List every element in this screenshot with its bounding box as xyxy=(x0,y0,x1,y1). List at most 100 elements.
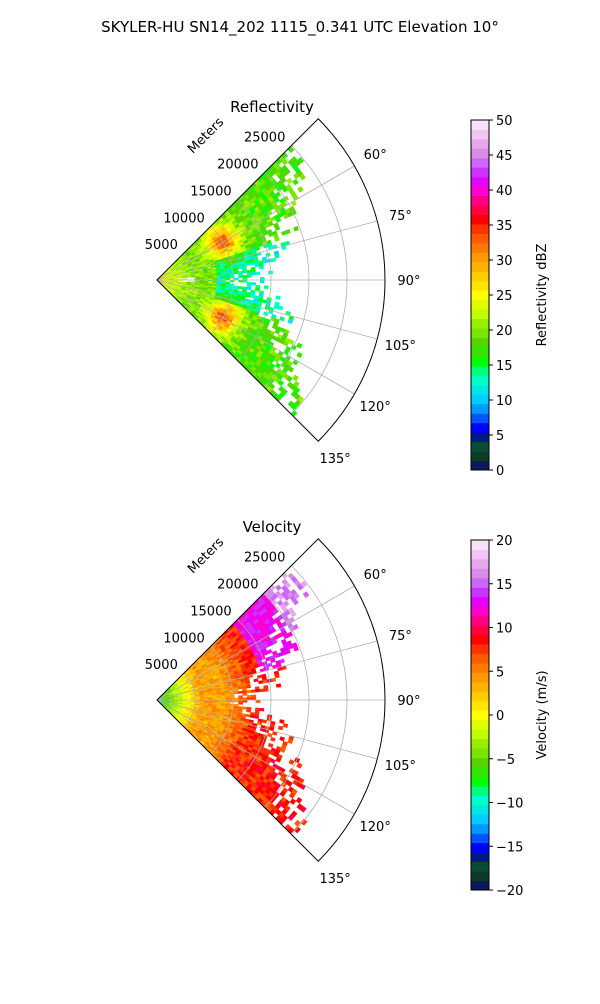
colorbar-label: Velocity (m/s) xyxy=(535,670,550,759)
angle-tick-label: 75° xyxy=(389,629,412,644)
colorbar-tick-label: 5 xyxy=(496,429,504,444)
colorbar-swatch xyxy=(471,300,489,310)
colorbar-swatch xyxy=(471,262,489,272)
colorbar-swatch xyxy=(471,356,489,366)
colorbar-swatch xyxy=(471,739,489,749)
colorbar-swatch xyxy=(471,442,489,452)
colorbar-tick-label: 0 xyxy=(496,709,504,724)
colorbar-swatch xyxy=(471,672,489,682)
colorbar-tick-label: 15 xyxy=(496,359,513,374)
colorbar-swatch xyxy=(471,644,489,654)
range-tick-label: 25000 xyxy=(244,131,285,146)
colorbar-swatch xyxy=(471,139,489,149)
colorbar-swatch xyxy=(471,196,489,206)
colorbar-label: Reflectivity dBZ xyxy=(535,244,550,347)
colorbar-swatch xyxy=(471,881,489,891)
colorbar-tick-label: −5 xyxy=(496,753,515,768)
colorbar-swatch xyxy=(471,243,489,253)
colorbar-swatch xyxy=(471,578,489,588)
colorbar-swatch xyxy=(471,394,489,404)
colorbar-swatch xyxy=(471,404,489,414)
colorbar-tick-label: 40 xyxy=(496,184,513,199)
angle-tick-label: 135° xyxy=(319,452,350,467)
angle-tick-label: 120° xyxy=(360,400,391,415)
angle-tick-label: 75° xyxy=(389,209,412,224)
range-tick-label: 15000 xyxy=(190,184,231,199)
colorbar-tick-label: 20 xyxy=(496,324,513,339)
colorbar-swatch xyxy=(471,271,489,281)
colorbar-swatch xyxy=(471,862,489,872)
colorbar-swatch xyxy=(471,423,489,433)
colorbar-swatch xyxy=(471,205,489,215)
colorbar-swatch xyxy=(471,540,489,550)
colorbar-tick-label: 30 xyxy=(496,254,513,269)
colorbar-swatch xyxy=(471,710,489,720)
range-axis-label: Meters xyxy=(185,535,227,577)
colorbar-swatch xyxy=(471,824,489,834)
colorbar-swatch xyxy=(471,309,489,319)
colorbar-swatch xyxy=(471,129,489,139)
colorbar-swatch xyxy=(471,805,489,815)
colorbar-swatch xyxy=(471,852,489,862)
colorbar-swatch xyxy=(471,167,489,177)
colorbar-tick-label: 5 xyxy=(496,665,504,680)
colorbar-swatch xyxy=(471,413,489,423)
angle-tick-label: 60° xyxy=(364,148,387,163)
range-tick-label: 25000 xyxy=(244,551,285,566)
colorbar-tick-label: −10 xyxy=(496,797,523,812)
colorbar-swatch xyxy=(471,795,489,805)
colorbar-tick-label: 10 xyxy=(496,622,513,637)
colorbar-swatch xyxy=(471,720,489,730)
figure-title: SKYLER-HU SN14_202 1115_0.341 UTC Elevat… xyxy=(101,18,499,37)
colorbar-swatch xyxy=(471,871,489,881)
colorbar-swatch xyxy=(471,758,489,768)
colorbar-swatch xyxy=(471,366,489,376)
angle-tick-label: 120° xyxy=(360,820,391,835)
colorbar-swatch xyxy=(471,701,489,711)
colorbar-swatch xyxy=(471,215,489,225)
colorbar-swatch xyxy=(471,587,489,597)
colorbar-tick-label: 45 xyxy=(496,149,513,164)
colorbar-swatch xyxy=(471,616,489,626)
colorbar-tick-label: −20 xyxy=(496,884,523,899)
colorbar-tick-label: 20 xyxy=(496,534,513,549)
colorbar-swatch xyxy=(471,568,489,578)
colorbar-swatch xyxy=(471,177,489,187)
colorbar-swatch xyxy=(471,252,489,262)
colorbar-swatch xyxy=(471,319,489,329)
colorbar-swatch xyxy=(471,281,489,291)
angle-tick-label: 105° xyxy=(385,759,416,774)
colorbar-swatch xyxy=(471,748,489,758)
colorbar-swatch xyxy=(471,776,489,786)
colorbar-swatch xyxy=(471,833,489,843)
colorbar-tick-label: −15 xyxy=(496,840,523,855)
range-tick-label: 5000 xyxy=(145,238,178,253)
colorbar-swatch xyxy=(471,375,489,385)
range-axis-label: Meters xyxy=(185,115,227,157)
colorbar-swatch xyxy=(471,767,489,777)
colorbar-swatch xyxy=(471,691,489,701)
colorbar-tick-label: 10 xyxy=(496,394,513,409)
colorbar-swatch xyxy=(471,385,489,395)
colorbar-swatch xyxy=(471,663,489,673)
colorbar-tick-label: 25 xyxy=(496,289,513,304)
range-tick-label: 20000 xyxy=(217,158,258,173)
angle-tick-label: 135° xyxy=(319,872,350,887)
reflectivity-panel: Reflectivity500010000150002000025000Mete… xyxy=(145,98,550,479)
range-tick-label: 10000 xyxy=(163,631,204,646)
range-tick-label: 15000 xyxy=(190,604,231,619)
colorbar-swatch xyxy=(471,635,489,645)
colorbar-swatch xyxy=(471,597,489,607)
colorbar-swatch xyxy=(471,328,489,338)
panel-title: Velocity xyxy=(243,518,302,536)
angle-tick-label: 60° xyxy=(364,568,387,583)
colorbar-swatch xyxy=(471,148,489,158)
colorbar-swatch xyxy=(471,814,489,824)
colorbar-swatch xyxy=(471,347,489,357)
range-tick-label: 10000 xyxy=(163,211,204,226)
angle-tick-label: 90° xyxy=(397,694,420,709)
